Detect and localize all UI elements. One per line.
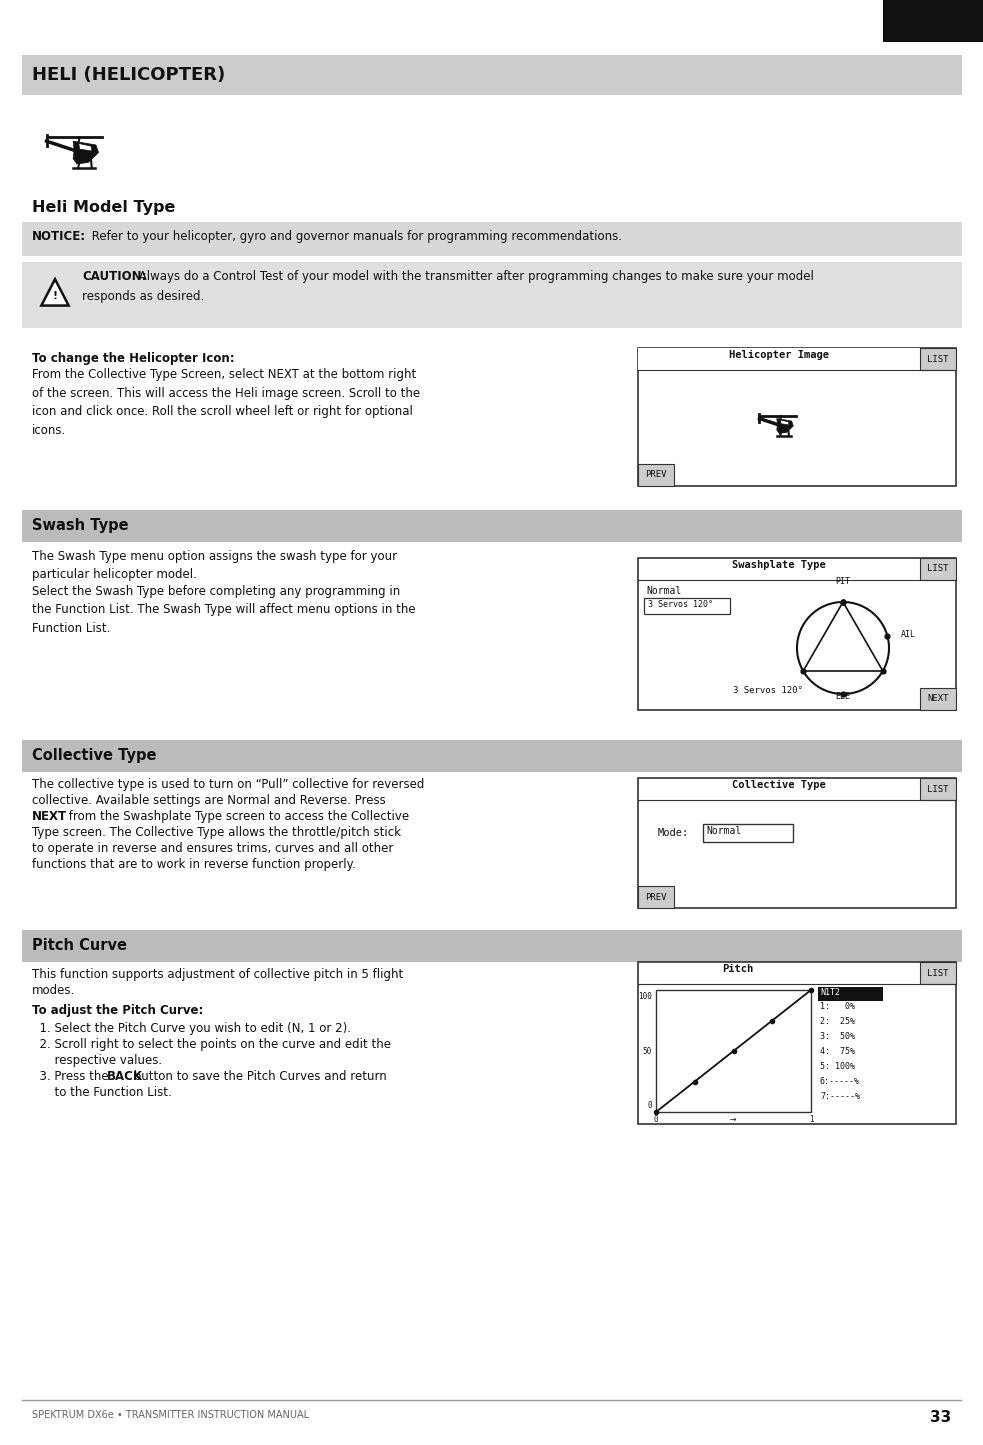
Text: responds as desired.: responds as desired. (82, 290, 204, 303)
Text: NEXT: NEXT (927, 695, 949, 704)
Bar (920, 962, 956, 984)
Text: modes.: modes. (32, 984, 76, 997)
Text: Pitch Curve: Pitch Curve (32, 938, 127, 954)
Bar (703, 824, 793, 842)
Text: 2:  25%: 2: 25% (820, 1017, 855, 1026)
Text: Always do a Control Test of your model with the transmitter after programming ch: Always do a Control Test of your model w… (135, 270, 814, 283)
Text: LIST: LIST (927, 785, 949, 793)
Text: HELI (HELICOPTER): HELI (HELICOPTER) (32, 66, 225, 84)
Text: NOTICE:: NOTICE: (32, 230, 87, 243)
Text: Collective Type: Collective Type (32, 749, 156, 763)
Text: LIST: LIST (927, 565, 949, 574)
Text: This function supports adjustment of collective pitch in 5 flight: This function supports adjustment of col… (32, 968, 403, 981)
Text: collective. Available settings are Normal and Reverse. Press: collective. Available settings are Norma… (32, 793, 385, 806)
Bar (22, 223, 962, 256)
Bar (22, 931, 962, 962)
Text: 1:   0%: 1: 0% (820, 1001, 855, 1011)
Bar (920, 777, 956, 801)
Text: Mode:: Mode: (658, 828, 689, 838)
Bar (920, 348, 956, 370)
Text: 100: 100 (638, 993, 652, 1001)
Bar (638, 558, 956, 709)
Text: Normal: Normal (646, 587, 681, 595)
Text: 3 Servos 120°: 3 Servos 120° (648, 600, 713, 608)
Text: Refer to your helicopter, gyro and governor manuals for programming recommendati: Refer to your helicopter, gyro and gover… (88, 230, 622, 243)
Polygon shape (781, 420, 789, 425)
Text: 6:-----%: 6:-----% (820, 1077, 860, 1087)
Text: Heli Model Type: Heli Model Type (32, 199, 175, 215)
Polygon shape (41, 279, 69, 305)
Polygon shape (79, 143, 92, 152)
Text: Type screen. The Collective Type allows the throttle/pitch stick: Type screen. The Collective Type allows … (32, 827, 401, 840)
Bar (638, 962, 956, 1124)
Text: →: → (729, 1116, 736, 1124)
Polygon shape (777, 419, 793, 433)
Text: NEXT: NEXT (32, 811, 67, 824)
Text: EN: EN (924, 14, 943, 27)
Text: to operate in reverse and ensures trims, curves and all other: to operate in reverse and ensures trims,… (32, 842, 393, 855)
Text: 2. Scroll right to select the points on the curve and edit the: 2. Scroll right to select the points on … (32, 1038, 391, 1051)
Text: Helicopter Image: Helicopter Image (729, 350, 829, 360)
Bar (638, 348, 920, 370)
Text: SPEKTRUM DX6e • TRANSMITTER INSTRUCTION MANUAL: SPEKTRUM DX6e • TRANSMITTER INSTRUCTION … (32, 1410, 309, 1420)
Bar (638, 464, 674, 486)
Bar (638, 348, 956, 486)
Bar (920, 688, 956, 709)
Text: Swashplate Type: Swashplate Type (732, 561, 826, 569)
Text: 0: 0 (648, 1101, 652, 1110)
Text: 50: 50 (643, 1046, 652, 1055)
Bar (883, 0, 983, 42)
Text: Collective Type: Collective Type (732, 780, 826, 790)
Text: Pitch: Pitch (723, 964, 754, 974)
Text: ELE: ELE (836, 692, 850, 701)
Bar (638, 886, 674, 907)
Text: N1T2: N1T2 (820, 988, 840, 997)
Text: 1. Select the Pitch Curve you wish to edit (N, 1 or 2).: 1. Select the Pitch Curve you wish to ed… (32, 1022, 351, 1035)
Text: 7:-----%: 7:-----% (820, 1092, 860, 1101)
Text: The Swash Type menu option assigns the swash type for your
particular helicopter: The Swash Type menu option assigns the s… (32, 551, 397, 581)
Bar (22, 510, 962, 542)
Text: LIST: LIST (927, 354, 949, 364)
Text: respective values.: respective values. (32, 1053, 162, 1066)
Text: 5: 100%: 5: 100% (820, 1062, 855, 1071)
Text: CAUTION:: CAUTION: (82, 270, 146, 283)
Text: 3:  50%: 3: 50% (820, 1032, 855, 1040)
Text: Swash Type: Swash Type (32, 519, 129, 533)
Text: Select the Swash Type before completing any programming in
the Function List. Th: Select the Swash Type before completing … (32, 585, 416, 634)
Text: To change the Helicopter Icon:: To change the Helicopter Icon: (32, 353, 235, 366)
Text: 1: 1 (809, 1116, 813, 1124)
Text: The collective type is used to turn on “Pull” collective for reversed: The collective type is used to turn on “… (32, 777, 425, 790)
Text: LIST: LIST (927, 968, 949, 977)
Bar (818, 987, 883, 1001)
Text: To adjust the Pitch Curve:: To adjust the Pitch Curve: (32, 1004, 203, 1017)
Text: 0: 0 (654, 1116, 659, 1124)
Text: From the Collective Type Screen, select NEXT at the bottom right
of the screen. : From the Collective Type Screen, select … (32, 368, 420, 436)
Text: 3. Press the: 3. Press the (32, 1069, 112, 1082)
Bar (644, 598, 730, 614)
Text: button to save the Pitch Curves and return: button to save the Pitch Curves and retu… (130, 1069, 386, 1082)
Text: 33: 33 (930, 1410, 951, 1425)
Text: 3 Servos 120°: 3 Servos 120° (733, 686, 803, 695)
Bar (656, 990, 811, 1113)
Text: Normal: Normal (706, 827, 741, 837)
Polygon shape (73, 142, 98, 163)
Text: PREV: PREV (645, 471, 666, 480)
Text: 4:  75%: 4: 75% (820, 1048, 855, 1056)
Text: functions that are to work in reverse function properly.: functions that are to work in reverse fu… (32, 858, 356, 871)
Bar (920, 558, 956, 579)
Text: from the Swashplate Type screen to access the Collective: from the Swashplate Type screen to acces… (65, 811, 409, 824)
Bar (638, 777, 956, 907)
Bar (22, 262, 962, 328)
Text: AIL: AIL (901, 630, 916, 639)
Text: to the Function List.: to the Function List. (32, 1087, 172, 1100)
Text: BACK: BACK (107, 1069, 143, 1082)
Text: PIT: PIT (836, 577, 850, 587)
Bar (22, 740, 962, 772)
Text: !: ! (52, 290, 58, 301)
Bar (22, 55, 962, 95)
Text: PREV: PREV (645, 893, 666, 902)
